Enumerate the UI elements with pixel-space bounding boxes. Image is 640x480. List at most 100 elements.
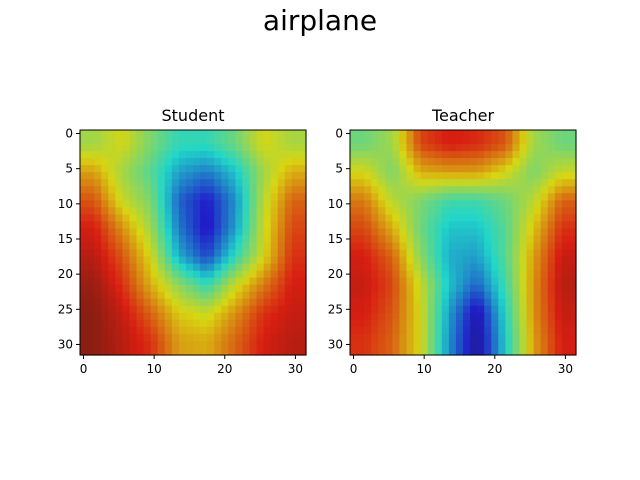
heatmap-cell xyxy=(242,165,251,173)
heatmap-cell xyxy=(129,242,138,251)
heatmap-cell xyxy=(249,333,258,342)
heatmap-cell xyxy=(207,263,215,272)
heatmap-cell xyxy=(533,228,542,237)
y-tick-label: 10 xyxy=(58,197,73,211)
heatmap-cell xyxy=(357,298,365,307)
heatmap-cell xyxy=(298,130,307,138)
heatmap-cell xyxy=(277,249,286,258)
heatmap-cell xyxy=(185,347,194,356)
heatmap-cell xyxy=(94,347,102,356)
heatmap-cell xyxy=(87,228,95,237)
heatmap-cell xyxy=(171,270,180,279)
heatmap-cell xyxy=(284,137,293,145)
heatmap-cell xyxy=(136,347,145,356)
heatmap-cell xyxy=(87,249,95,258)
heatmap-cell xyxy=(427,165,436,173)
axes-frame xyxy=(349,129,577,356)
heatmap-cell xyxy=(291,221,300,230)
heatmap-cell xyxy=(256,137,265,145)
heatmap-cell xyxy=(512,221,521,230)
heatmap-cell xyxy=(470,305,478,314)
heatmap-cell xyxy=(298,172,307,180)
heatmap-cell xyxy=(263,172,272,180)
heatmap-cell xyxy=(221,137,229,145)
heatmap-cell xyxy=(200,326,208,335)
heatmap-cell xyxy=(491,263,499,272)
heatmap-cell xyxy=(427,172,436,180)
heatmap-cell xyxy=(357,270,365,279)
heatmap-cell xyxy=(399,256,408,265)
heatmap-cell xyxy=(80,249,88,258)
heatmap-cell xyxy=(94,193,102,201)
heatmap-cell xyxy=(463,214,471,223)
heatmap-cell xyxy=(80,165,88,173)
heatmap-cell xyxy=(143,221,152,230)
heatmap-cell xyxy=(399,298,408,307)
heatmap-cell xyxy=(80,340,88,349)
heatmap-cell xyxy=(221,151,229,159)
heatmap-cell xyxy=(533,333,542,342)
heatmap-cell xyxy=(434,186,443,194)
heatmap-cell xyxy=(178,130,187,138)
heatmap-cell xyxy=(178,158,187,166)
heatmap-cell xyxy=(406,347,415,356)
heatmap-cell xyxy=(519,144,528,152)
heatmap-cell xyxy=(434,235,443,244)
heatmap-cell xyxy=(228,347,236,356)
heatmap-cell xyxy=(235,333,244,342)
heatmap-cell xyxy=(228,298,236,307)
heatmap-cell xyxy=(448,151,457,159)
heatmap-cell xyxy=(364,179,372,187)
heatmap-cell xyxy=(371,249,379,258)
heatmap-cell xyxy=(94,151,102,159)
heatmap-cell xyxy=(143,242,152,251)
heatmap-cell xyxy=(242,214,251,223)
heatmap-cell xyxy=(185,151,194,159)
heatmap-cell xyxy=(519,305,528,314)
heatmap-cell xyxy=(364,207,372,215)
heatmap-cell xyxy=(263,165,272,173)
heatmap-cell xyxy=(385,270,393,279)
heatmap-cell xyxy=(568,347,577,356)
heatmap-cell xyxy=(512,144,521,152)
heatmap-cell xyxy=(185,319,194,328)
heatmap-cell xyxy=(242,270,251,279)
heatmap-cell xyxy=(427,326,436,335)
heatmap-cell xyxy=(477,179,485,187)
heatmap-cell xyxy=(427,284,436,293)
heatmap-cell xyxy=(277,200,286,208)
heatmap-cell xyxy=(413,242,422,251)
heatmap-cell xyxy=(291,158,300,166)
heatmap-cell xyxy=(291,277,300,286)
heatmap-cell xyxy=(448,249,457,258)
heatmap-cell xyxy=(122,326,131,335)
heatmap-cell xyxy=(150,158,159,166)
heatmap-cell xyxy=(519,256,528,265)
heatmap-cell xyxy=(185,235,194,244)
heatmap-cell xyxy=(164,242,173,251)
x-tick-label: 20 xyxy=(487,362,502,376)
heatmap-cell xyxy=(200,284,208,293)
heatmap-cell xyxy=(364,158,372,166)
heatmap-cell xyxy=(547,291,556,300)
heatmap-cell xyxy=(214,291,222,300)
heatmap-cell xyxy=(434,298,443,307)
heatmap-cell xyxy=(108,151,116,159)
heatmap-cell xyxy=(568,207,577,215)
heatmap-cell xyxy=(463,340,471,349)
heatmap-cell xyxy=(129,165,138,173)
heatmap-cell xyxy=(399,277,408,286)
heatmap-cell xyxy=(519,172,528,180)
heatmap-cell xyxy=(298,256,307,265)
heatmap-cell xyxy=(392,305,401,314)
heatmap-cell xyxy=(484,305,492,314)
heatmap-cell xyxy=(228,130,236,138)
heatmap-cell xyxy=(256,207,265,215)
heatmap-cell xyxy=(115,144,123,152)
heatmap-cell xyxy=(491,144,499,152)
heatmap-cell xyxy=(291,235,300,244)
heatmap-cell xyxy=(242,200,251,208)
heatmap-cell xyxy=(200,298,208,307)
heatmap-cell xyxy=(378,333,386,342)
